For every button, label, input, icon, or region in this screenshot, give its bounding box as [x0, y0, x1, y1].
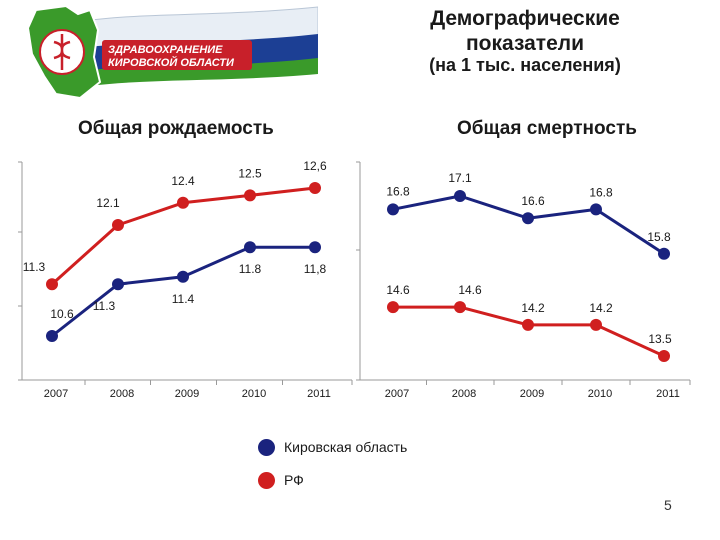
data-label-kirov: 16.8 [386, 184, 410, 198]
data-point-kirov [112, 278, 124, 291]
x-tick-label: 2007 [385, 388, 409, 400]
data-point-kirov [177, 270, 189, 283]
logo-text-line2: КИРОВСКОЙ ОБЛАСТИ [108, 56, 235, 69]
data-point-rf [522, 318, 534, 331]
death-rate-chart: 2007 2008 2009 2010 2011 16.8 17.1 16.6 16.8 15.8… [356, 161, 691, 400]
data-point-kirov [522, 212, 534, 225]
x-tick-label: 2008 [452, 388, 476, 400]
x-tick-label: 2009 [175, 388, 199, 400]
data-point-kirov [387, 203, 399, 216]
data-label-rf: 12,6 [303, 159, 327, 173]
data-point-rf [112, 219, 124, 231]
data-label-kirov: 11,8 [304, 262, 327, 276]
logo-text-line1: ЗДРАВООХРАНЕНИЕ [108, 44, 223, 56]
data-label-rf: 14.2 [589, 301, 613, 315]
data-label-kirov: 11.3 [93, 299, 116, 313]
x-tick-label: 2011 [656, 388, 680, 400]
data-label-rf: 12.5 [238, 166, 262, 180]
data-label-kirov: 15.8 [647, 230, 671, 244]
legend-item-kirov: Кировская область [258, 435, 407, 459]
legend-marker-kirov [258, 438, 275, 456]
x-tick-label: 2010 [588, 388, 612, 400]
x-tick-label: 2011 [307, 388, 331, 400]
data-label-kirov: 17.1 [448, 171, 472, 185]
data-point-rf [454, 301, 466, 314]
data-point-rf [177, 196, 189, 209]
data-point-rf [244, 189, 256, 202]
page-number: 5 [664, 497, 672, 513]
data-label-kirov: 11.8 [239, 262, 262, 276]
legend-item-rf: РФ [258, 468, 304, 492]
x-tick-label: 2008 [110, 388, 134, 400]
data-point-kirov [658, 247, 670, 260]
logo: ЗДРАВООХРАНЕНИЕ КИРОВСКОЙ ОБЛАСТИ [26, 4, 318, 100]
data-label-rf: 14.6 [386, 283, 410, 297]
birth-chart-title: Общая рождаемость [78, 118, 274, 139]
page-title: Демографические показатели [430, 7, 620, 55]
x-tick-label: 2007 [44, 388, 68, 400]
data-label-rf: 13.5 [648, 332, 672, 346]
birth-rate-chart: 2007 2008 2009 2010 2011 10.6 11.3 11.4 11.8 11,8… [18, 159, 353, 400]
data-point-kirov [309, 241, 321, 254]
data-point-kirov [244, 241, 256, 254]
data-label-rf: 12.1 [96, 196, 120, 210]
data-point-kirov [46, 330, 58, 342]
data-point-rf [387, 301, 399, 314]
legend-label-rf: РФ [284, 472, 304, 488]
legend-label-kirov: Кировская область [284, 439, 408, 455]
data-point-rf [46, 278, 58, 291]
page-subtitle: (на 1 тыс. населения) [429, 55, 621, 75]
data-point-rf [309, 182, 321, 194]
data-point-rf [658, 350, 670, 362]
data-label-rf: 14.2 [521, 301, 545, 315]
data-label-rf: 14.6 [458, 283, 482, 297]
death-chart-title: Общая смертность [457, 118, 637, 139]
logo-banner [102, 40, 252, 70]
data-point-kirov [454, 190, 466, 202]
logo-ribbon-green [88, 58, 318, 86]
data-label-kirov: 16.8 [589, 185, 613, 199]
data-label-kirov: 11.4 [172, 292, 195, 306]
x-tick-label: 2009 [520, 388, 544, 400]
legend-marker-rf [258, 471, 275, 489]
data-label-kirov: 10.6 [50, 307, 74, 321]
x-tick-label: 2010 [242, 388, 266, 400]
data-point-kirov [590, 203, 602, 216]
data-label-kirov: 16.6 [521, 194, 545, 208]
data-label-rf: 11.3 [23, 260, 46, 274]
logo-emblem-icon [53, 34, 71, 70]
data-point-rf [590, 318, 602, 331]
data-label-rf: 12.4 [171, 174, 195, 188]
